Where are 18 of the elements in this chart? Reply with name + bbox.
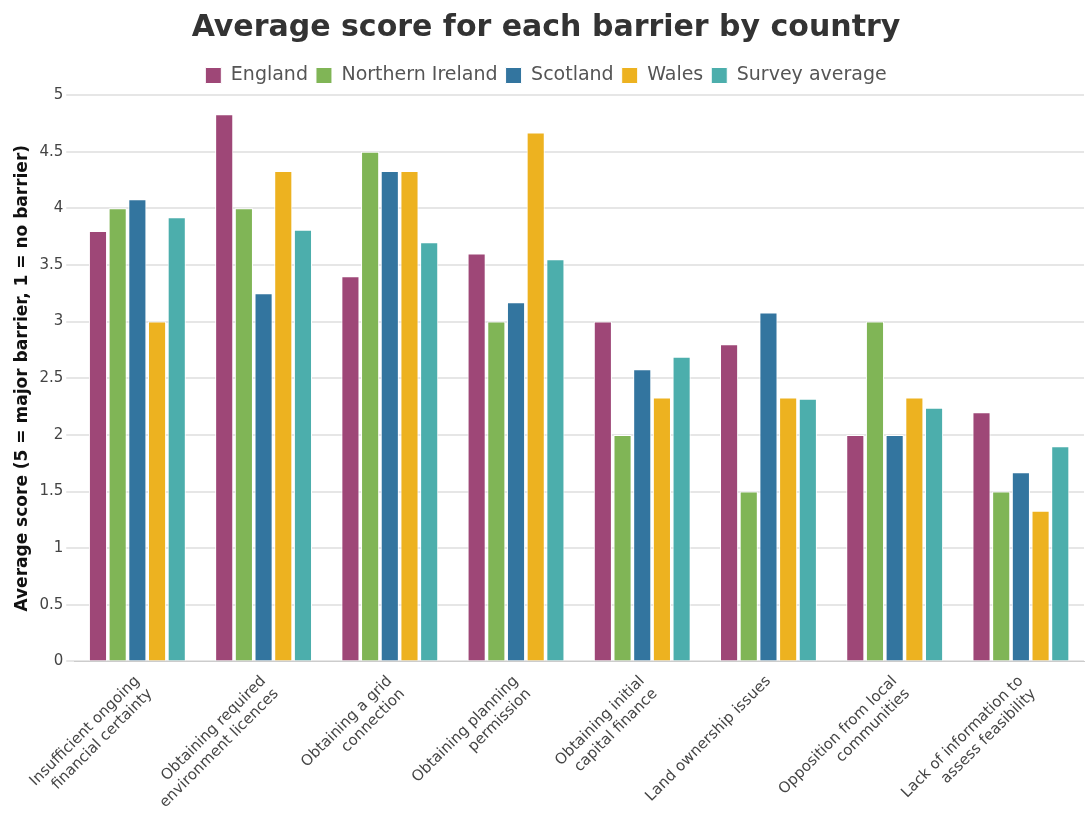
y-tick-label: 0 [53,651,64,670]
y-tick-label: 0.5 [39,594,64,613]
y-tick-label: 4.5 [39,141,64,160]
legend-label: Survey average [736,62,887,85]
y-axis-title: Average score (5 = major barrier, 1 = no barrier) [10,144,31,612]
y-tick-label: 2 [53,424,64,443]
y-tick-label: 4 [53,198,64,217]
legend-label: Scotland [531,62,614,85]
y-tick-label: 3 [53,311,64,330]
legend-label: England [230,62,308,85]
y-tick-label: 1.5 [39,481,64,500]
y-tick-label: 2.5 [39,368,64,387]
legend-label: Northern Ireland [341,62,498,85]
legend-label: Wales [647,62,704,85]
y-tick-label: 1 [53,538,64,557]
y-tick-label: 3.5 [39,254,64,273]
chart-title: Average score for each barrier by country [191,7,901,43]
y-tick-label: 5 [53,84,64,103]
